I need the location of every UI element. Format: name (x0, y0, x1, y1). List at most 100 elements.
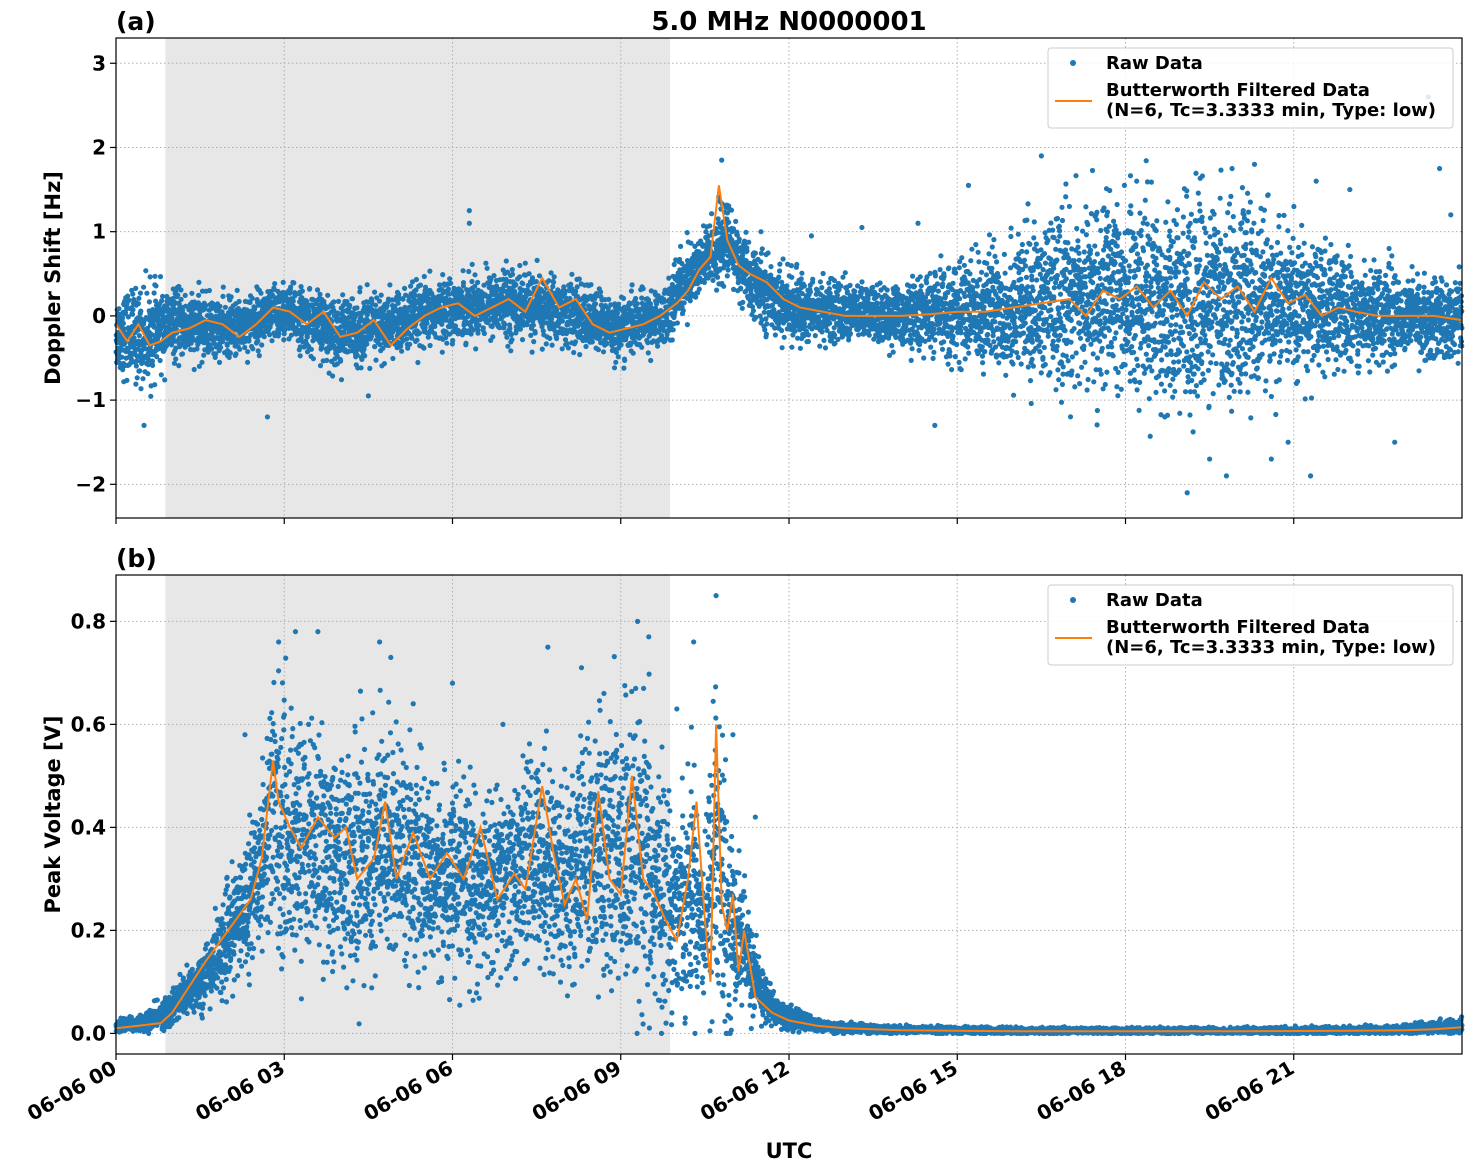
panel-b-legend-filtered-label: Butterworth Filtered Data (1106, 617, 1370, 638)
raw-data-point (1386, 245, 1392, 252)
raw-data-point (808, 233, 815, 239)
panel-a-y-axis-label: Doppler Shift [Hz] (41, 171, 65, 385)
raw-data-point (1285, 439, 1291, 445)
panel-a-legend-raw-label: Raw Data (1106, 53, 1203, 74)
panel-b-legend-filtered-params: (N=6, Tc=3.3333 min, Type: low) (1106, 637, 1436, 658)
raw-data-point (141, 422, 147, 428)
raw-data-point (365, 393, 371, 399)
raw-data-point (1268, 456, 1274, 462)
raw-data-point (388, 654, 394, 661)
panel-b-y-axis-label: Peak Voltage [V] (41, 715, 65, 913)
raw-data-point (1134, 178, 1140, 184)
x-tick-label: 06-06 15 (864, 1056, 962, 1126)
x-axis-label: UTC (766, 1139, 813, 1163)
panel-b-legend-raw-marker (1070, 597, 1076, 603)
raw-data-point (410, 701, 416, 707)
raw-data-point (276, 639, 282, 645)
raw-data-point (1251, 161, 1258, 167)
panel-a-legend: Raw Data Butterworth Filtered Data (N=6,… (1047, 47, 1454, 129)
raw-data-point (466, 208, 472, 214)
panel-b-legend-raw-label: Raw Data (1106, 590, 1203, 611)
raw-data-point (713, 593, 719, 599)
raw-data-point (1392, 439, 1398, 445)
x-tick-label: 06-06 09 (528, 1056, 626, 1126)
raw-data-point (1229, 165, 1235, 172)
raw-data-point (1094, 355, 1101, 361)
y-tick-label: −1 (75, 388, 106, 412)
raw-data-point (730, 732, 736, 738)
panel-b-y-ticks: 0.0 0.2 0.4 0.6 0.8 (71, 609, 116, 1045)
raw-data-point (646, 634, 652, 640)
raw-data-point (578, 665, 585, 671)
raw-data-point (691, 639, 697, 645)
raw-data-point (315, 629, 321, 635)
panel-b-legend: Raw Data Butterworth Filtered Data (N=6,… (1047, 584, 1454, 666)
raw-data-point (1240, 208, 1246, 214)
panel-a-y-ticks: −2 −1 0 1 2 3 (75, 51, 116, 496)
y-tick-label: 0.6 (71, 712, 106, 736)
raw-data-point (1162, 414, 1168, 420)
raw-data-point (674, 706, 680, 712)
raw-data-point (376, 639, 383, 645)
raw-data-point (1307, 473, 1314, 479)
raw-data-point (1184, 490, 1190, 496)
y-tick-label: 0.2 (71, 918, 106, 942)
raw-data-point (915, 220, 921, 226)
x-tick-label: 06-06 18 (1032, 1056, 1130, 1126)
panel-a-legend-raw-marker (1070, 60, 1076, 66)
y-tick-label: 0.4 (71, 815, 106, 839)
raw-data-point (466, 220, 472, 226)
raw-data-point (1010, 338, 1016, 344)
y-tick-label: 1 (92, 220, 106, 244)
x-tick-label: 06-06 12 (696, 1056, 794, 1126)
panel-b-filtered-line (115, 724, 1463, 1033)
raw-data-point (758, 229, 764, 235)
raw-data-point (449, 680, 456, 686)
raw-data-point (1313, 178, 1319, 184)
raw-data-point (1436, 165, 1443, 172)
y-tick-label: 0.0 (71, 1021, 106, 1045)
panel-a-raw-data-points (113, 94, 1465, 496)
raw-data-point (752, 814, 758, 820)
x-tick-label: 06-06 03 (191, 1056, 289, 1126)
panel-b-label: (b) (116, 544, 157, 573)
raw-data-point (242, 732, 248, 738)
raw-data-point (859, 224, 865, 231)
panel-b-raw-data-points (113, 593, 1465, 1037)
raw-data-point (264, 414, 271, 420)
raw-data-cloud (113, 158, 1465, 439)
panel-a: −2 −1 0 1 2 3 (a) 5.0 MHz N0000001 Doppler Sh… (41, 7, 1465, 524)
y-tick-label: −2 (75, 472, 106, 496)
raw-data-point (1223, 473, 1230, 479)
y-tick-label: 3 (92, 51, 106, 75)
panel-a-legend-filtered-label: Butterworth Filtered Data (1106, 80, 1370, 101)
x-tick-label: 06-06 00 (23, 1056, 121, 1126)
panel-b: 0.0 0.2 0.4 0.6 0.8 06-06 00 06-06 03 06-06 06… (23, 544, 1465, 1163)
raw-data-point (292, 629, 299, 635)
raw-data-point (545, 644, 551, 650)
raw-data-point (932, 422, 938, 428)
y-tick-label: 0.8 (71, 609, 106, 633)
panel-b-legend-box (1047, 584, 1454, 666)
raw-data-cloud (113, 653, 1465, 1037)
x-tick-label: 06-06 06 (359, 1056, 457, 1126)
panel-a-x-ticks (115, 518, 1295, 524)
raw-data-point (1207, 456, 1213, 462)
raw-data-point (634, 618, 641, 624)
raw-data-point (965, 182, 972, 188)
raw-data-point (1448, 212, 1454, 218)
raw-data-point (500, 721, 506, 727)
y-tick-label: 0 (92, 304, 106, 328)
panel-b-x-ticks: 06-06 00 06-06 03 06-06 06 06-06 09 06-06 12… (23, 1054, 1298, 1126)
panel-a-legend-filtered-params: (N=6, Tc=3.3333 min, Type: low) (1106, 100, 1436, 121)
x-tick-label: 06-06 21 (1201, 1056, 1299, 1126)
panel-a-legend-box (1047, 47, 1454, 129)
panel-a-label: (a) (116, 7, 156, 36)
chart-title: 5.0 MHz N0000001 (651, 7, 926, 37)
y-tick-label: 2 (92, 135, 106, 159)
raw-data-point (1066, 203, 1073, 210)
raw-data-point (719, 157, 725, 163)
panel-a-filtered-line (115, 185, 1463, 347)
raw-data-point (1038, 153, 1044, 159)
